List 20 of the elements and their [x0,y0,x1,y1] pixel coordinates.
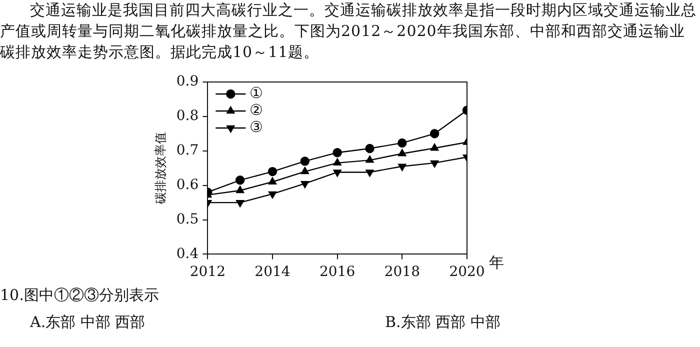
legend-label: ① [250,84,263,102]
x-axis-title: 年 [489,254,504,272]
x-tick-label: 2016 [320,264,356,280]
y-axis-title: 碳排放效率值 [153,132,168,206]
y-tick-label: 0.4 [176,246,199,262]
legend-label: ② [250,100,263,119]
x-tick-label: 2014 [254,264,290,280]
y-tick-label: 0.5 [176,211,199,228]
y-tick-label: 0.9 [176,74,199,90]
x-tick-label: 2012 [190,264,226,280]
text: A.东部 中部 西部 [30,312,146,332]
text: 交通运输业是我国目前四大高碳行业之一。交通运输碳排放效率是指一段时期内区域交通运输业总产值或周转量与同期二氧化碳排放量之比。下图为2012～2020年我国东部、中部和西部交通运输业碳排放效率走势示意图。据此完成10～11题。 [0,0,698,63]
text: 10.图中①②③分别表示 [0,286,159,305]
y-tick-label: 0.7 [176,142,199,159]
y-tick-label: 0.8 [176,108,199,124]
legend-label: ③ [250,118,263,136]
text: B.东部 西部 中部 [385,312,500,332]
x-tick-label: 2020 [449,264,485,280]
y-tick-label: 0.6 [176,176,199,193]
x-tick-label: 2018 [384,264,420,280]
